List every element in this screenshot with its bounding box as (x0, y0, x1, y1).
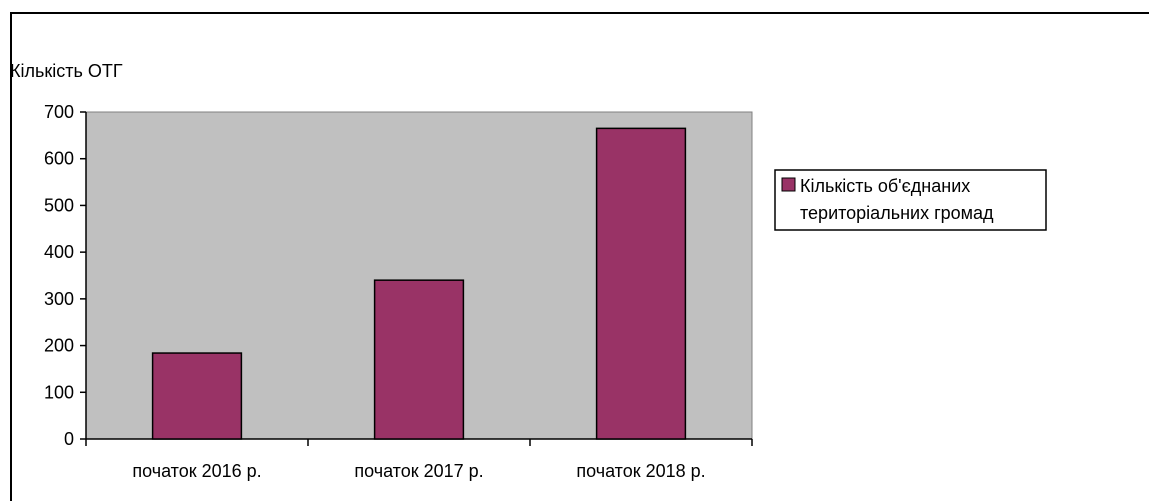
legend-swatch (781, 177, 796, 192)
y-tick-label: 700 (44, 102, 74, 122)
legend: Кількість об'єднаних територіальних грома… (774, 169, 1047, 231)
legend-label: територіальних громад (800, 203, 994, 223)
x-axis: початок 2016 р. початок 2017 р. початок 20… (85, 438, 753, 481)
y-tick-label: 300 (44, 289, 74, 309)
y-tick-label: 600 (44, 149, 74, 169)
legend-box (774, 169, 1047, 231)
x-tick-label: початок 2016 р. (132, 461, 261, 481)
y-tick-label: 400 (44, 242, 74, 262)
bar-1 (151, 352, 243, 440)
y-tick-label: 500 (44, 195, 74, 215)
bar-2 (373, 279, 465, 440)
y-axis: 0 100 200 300 400 500 600 700 (44, 102, 87, 449)
x-tick-label: початок 2017 р. (354, 461, 483, 481)
y-axis-label: Кількість ОТГ (10, 61, 123, 81)
bar-3 (595, 127, 687, 440)
x-tick-label: початок 2018 р. (576, 461, 705, 481)
legend-label: Кількість об'єднаних (800, 176, 970, 196)
y-tick-label: 100 (44, 382, 74, 402)
y-tick-label: 200 (44, 336, 74, 356)
y-tick-label: 0 (64, 429, 74, 449)
bars (151, 127, 687, 440)
